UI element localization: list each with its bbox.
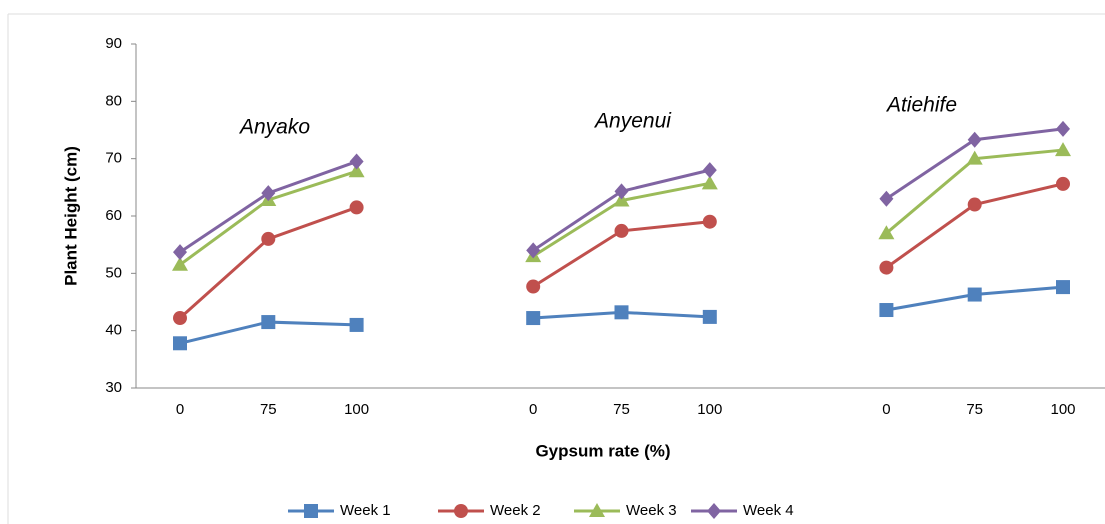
legend-label: Week 4 (743, 502, 794, 519)
marker (261, 231, 276, 246)
marker (879, 260, 894, 275)
legend-marker (304, 504, 318, 518)
x-tick-label: 75 (966, 401, 983, 418)
series-line (179, 148, 1064, 266)
x-tick-label: 100 (697, 401, 722, 418)
marker (172, 256, 188, 271)
marker (702, 214, 717, 229)
marker (1056, 120, 1070, 137)
y-tick-label: 90 (105, 35, 122, 52)
marker (173, 244, 187, 261)
legend-label: Week 2 (490, 502, 541, 519)
legend-marker (707, 503, 721, 519)
marker (173, 336, 187, 351)
legend-item: Week 2 (438, 502, 541, 519)
x-axis-label: Gypsum rate (%) (535, 441, 670, 460)
y-tick-label: 80 (105, 92, 122, 109)
y-tick-label: 30 (105, 379, 122, 396)
y-tick-label: 60 (105, 207, 122, 224)
marker (701, 175, 718, 190)
annotation: Atiehife (885, 94, 957, 117)
annotation: Anyenui (593, 110, 672, 133)
marker (702, 162, 717, 179)
y-tick-label: 70 (105, 150, 122, 167)
marker (879, 303, 894, 318)
marker (261, 315, 276, 330)
marker (349, 153, 364, 170)
marker (967, 197, 982, 212)
marker (349, 317, 364, 332)
y-tick-label: 50 (105, 264, 122, 281)
marker (1055, 142, 1071, 157)
x-tick-label: 100 (344, 401, 369, 418)
marker (878, 225, 895, 240)
marker (348, 163, 365, 178)
marker (614, 305, 629, 320)
y-axis-label: Plant Height (cm) (61, 146, 80, 286)
marker (967, 287, 982, 302)
legend-item: Week 4 (691, 502, 794, 519)
marker (613, 192, 630, 207)
marker (614, 183, 629, 200)
marker (966, 150, 983, 165)
x-tick-label: 75 (260, 401, 277, 418)
x-tick-label: 75 (613, 401, 630, 418)
legend-label: Week 3 (626, 502, 677, 519)
legend-item: Week 3 (574, 502, 677, 519)
x-tick-label: 0 (882, 401, 890, 418)
legend-marker (589, 503, 605, 517)
marker (526, 311, 541, 326)
x-tick-label: 0 (529, 401, 537, 418)
marker (261, 185, 276, 202)
y-tick-label: 40 (105, 322, 122, 339)
marker (349, 200, 364, 215)
legend-marker (454, 504, 468, 518)
marker (702, 309, 717, 324)
legend-item: Week 1 (288, 502, 391, 519)
marker (526, 279, 541, 294)
marker (967, 131, 982, 148)
x-tick-label: 100 (1050, 401, 1075, 418)
marker (614, 223, 629, 238)
marker (526, 242, 541, 259)
marker (1056, 280, 1070, 295)
x-tick-label: 0 (176, 401, 184, 418)
annotation: Anyako (238, 116, 310, 139)
marker (879, 190, 894, 207)
marker (1056, 176, 1070, 191)
marker (173, 311, 187, 326)
legend-label: Week 1 (340, 502, 391, 519)
